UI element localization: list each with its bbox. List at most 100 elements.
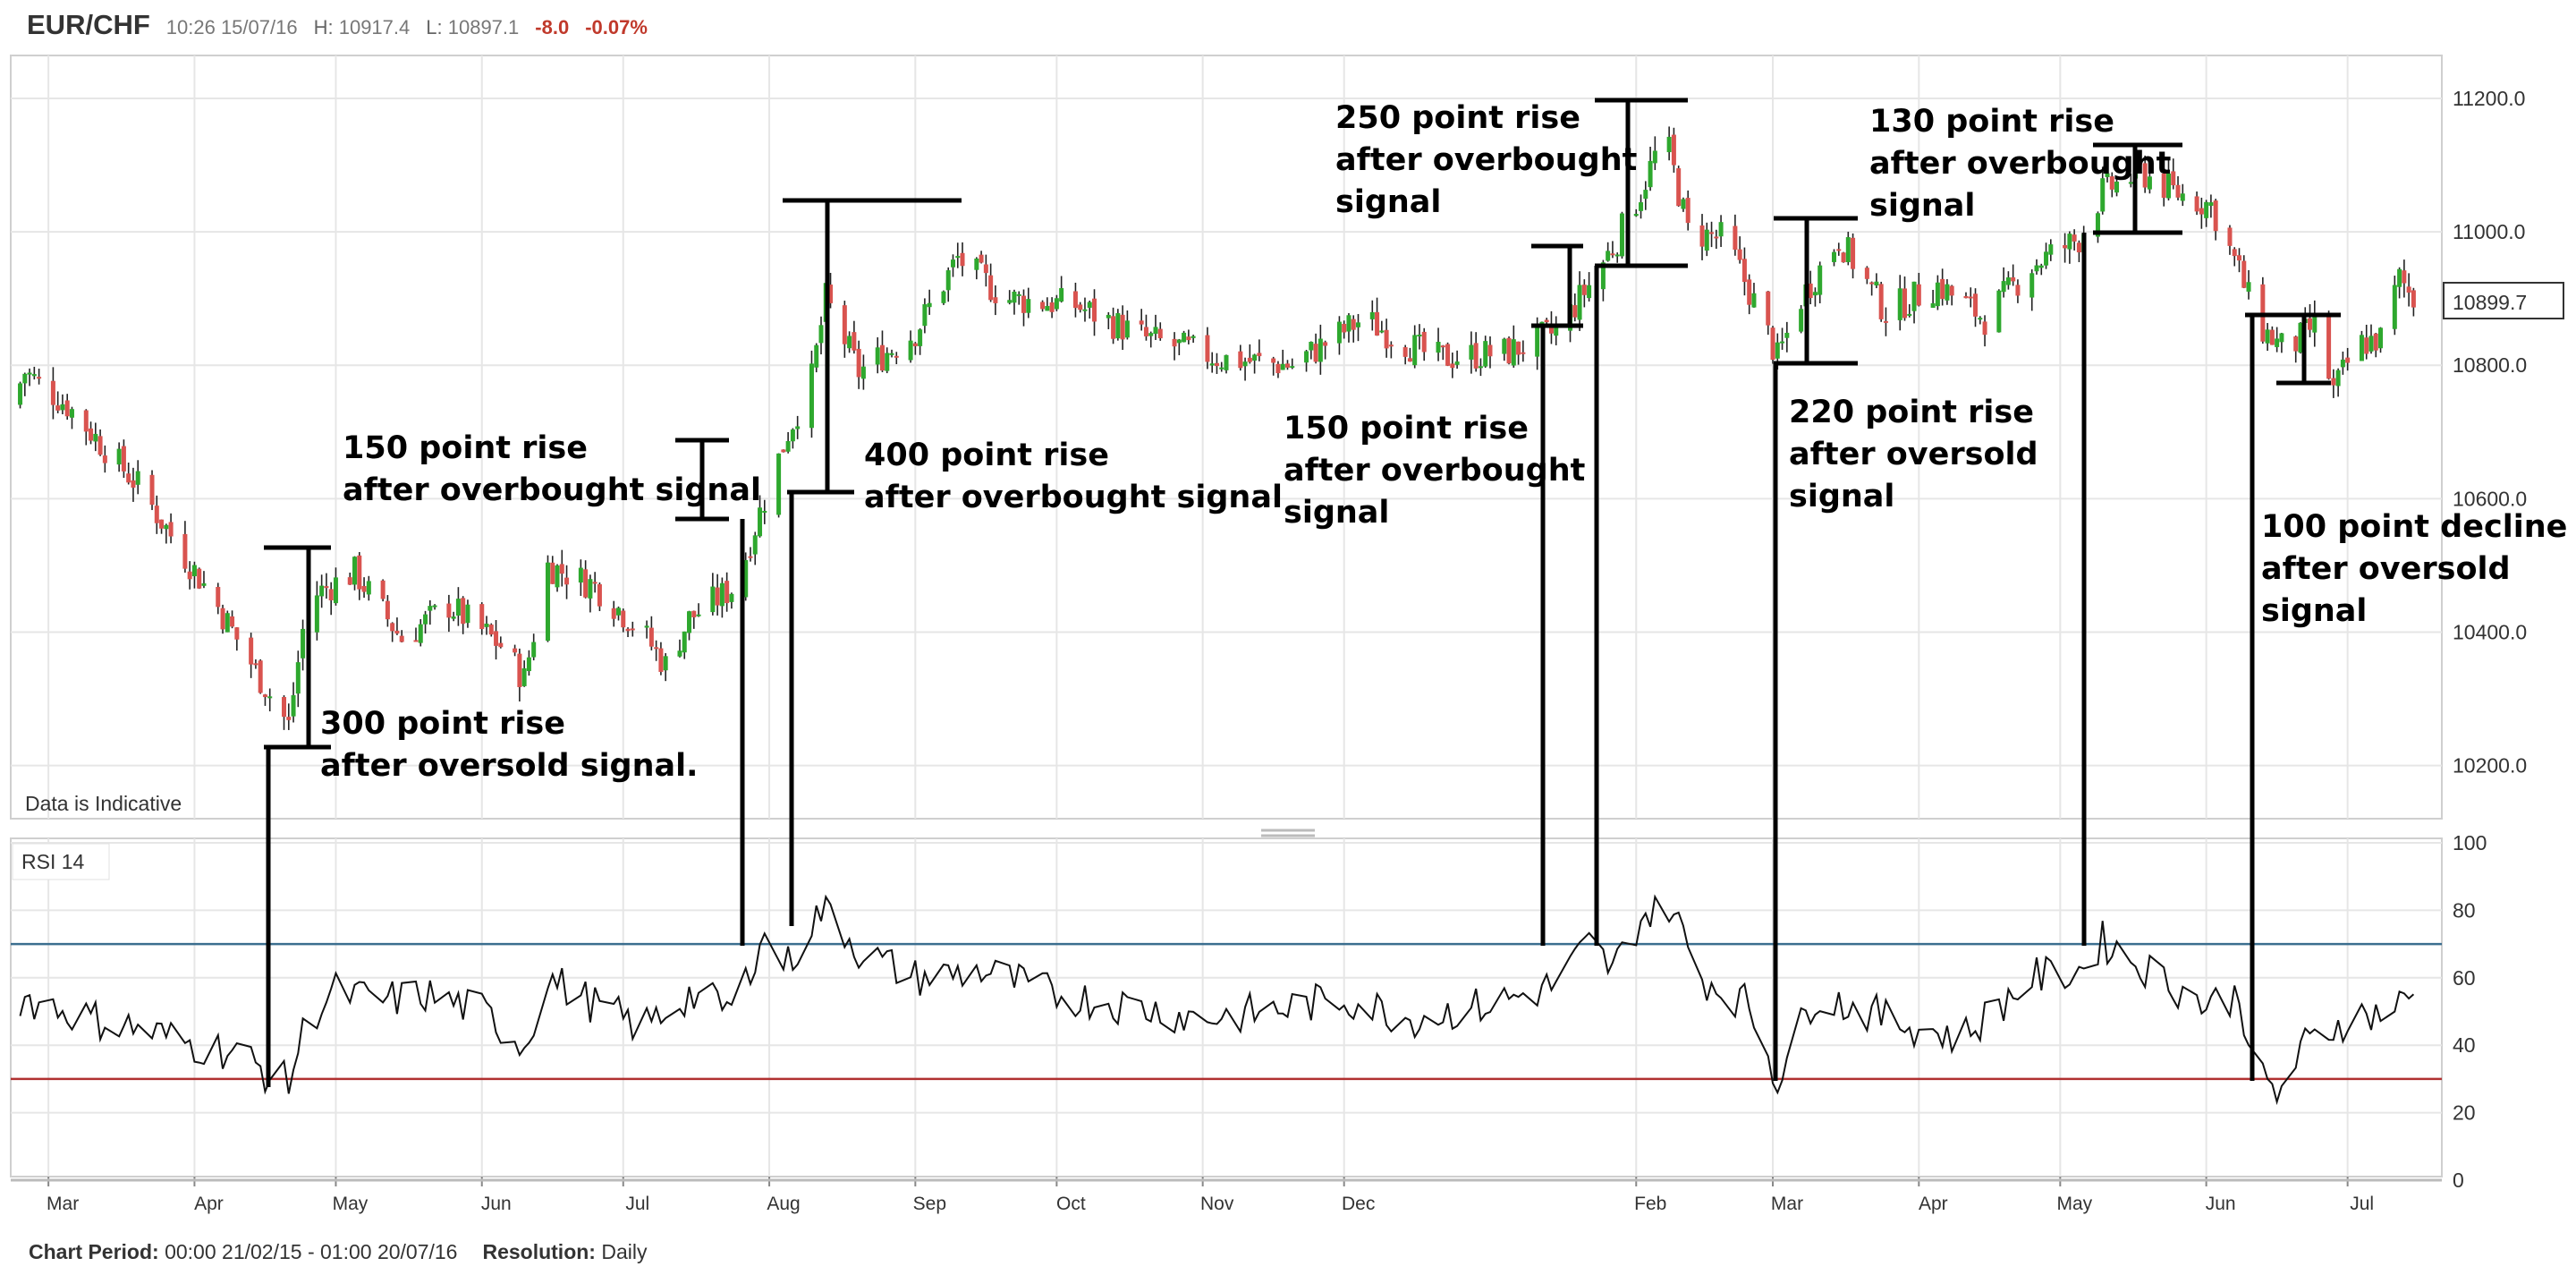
candle-body (2005, 277, 2011, 285)
candle-body (1082, 309, 1088, 311)
x-tick-label: Jul (625, 1194, 649, 1214)
candle-body (912, 343, 918, 346)
candle-body (1841, 252, 1846, 263)
candle-body (328, 589, 334, 600)
candle-body (2237, 255, 2241, 261)
candle-body (513, 648, 518, 653)
candle-body (2298, 322, 2303, 353)
rsi-panel-frame (10, 837, 2443, 1177)
candle-body (2100, 178, 2106, 212)
candle-body (696, 614, 701, 616)
candle-body (1572, 305, 1578, 318)
candle-body (1516, 341, 1521, 355)
candle-body (1115, 312, 1121, 339)
price-panel-frame (10, 55, 2443, 820)
candle-body (2308, 318, 2313, 330)
candle-body (776, 453, 782, 515)
candle-body (1007, 300, 1013, 303)
candle-body (121, 446, 126, 472)
x-tick-label: Nov (1200, 1194, 1234, 1214)
candle-body (856, 348, 861, 378)
candle-body (1454, 361, 1460, 365)
candle-body (875, 347, 880, 365)
candle-body (2368, 336, 2374, 352)
candle-body (1440, 345, 1445, 348)
candle-body (1963, 295, 1969, 299)
candle-body (1445, 344, 1451, 366)
candle-body (1897, 288, 1902, 320)
candle-body (677, 650, 682, 657)
candle-body (2034, 265, 2039, 272)
annotation-line: 300 point rise (320, 706, 565, 742)
candle-body (1699, 225, 1705, 247)
candle-body (691, 610, 697, 617)
candle-body (93, 433, 98, 442)
candle-body (1176, 339, 1182, 344)
candle-body (1407, 358, 1412, 362)
candle-body (37, 377, 42, 379)
candle-body (1709, 232, 1715, 234)
candle-body (1342, 323, 1347, 333)
candle-body (1851, 237, 1856, 269)
axes: 11200.0 11000.0 10800.0 10600.0 10400.0 10200… (11, 87, 2527, 1214)
candle-body (2109, 176, 2114, 190)
candle-body (1780, 341, 1785, 344)
candle-body (352, 557, 358, 585)
x-tick-label: May (2056, 1194, 2092, 1214)
candle-body (1143, 327, 1148, 336)
candle-body (860, 366, 866, 379)
candle-body (654, 647, 659, 650)
price-y-tick: 10800.0 (2453, 353, 2527, 377)
candle-body (927, 302, 932, 308)
chart-header: EUR/CHF 10:26 15/07/16 H: 10917.4 L: 108… (27, 9, 648, 45)
candle-body (1548, 324, 1554, 334)
candle-body (1219, 367, 1224, 370)
candle-body (1973, 293, 1979, 317)
candle-body (191, 565, 197, 577)
rsi-y-tick: 60 (2453, 966, 2476, 990)
candle-body (1775, 342, 1780, 359)
candle-body (658, 648, 664, 672)
candle-body (597, 584, 602, 607)
candle-body (1812, 292, 1818, 296)
candle-body (357, 555, 362, 590)
candle-body (380, 580, 386, 599)
candle-body (1242, 361, 1248, 367)
candle-body (2246, 282, 2251, 292)
candle-body (758, 507, 763, 537)
candle-body (131, 480, 136, 489)
candle-body (2402, 270, 2407, 284)
candle-body (488, 625, 494, 635)
candle-body (27, 372, 32, 375)
candle-body (2275, 338, 2280, 347)
candle-body (790, 429, 795, 442)
candle-body (1639, 202, 1644, 211)
candle-body (1172, 338, 1177, 347)
candle-body (1770, 327, 1775, 361)
annotation-4: 150 point rise after overbought signal (1284, 411, 1585, 531)
candle-body (2378, 327, 2384, 349)
candle-body (1784, 332, 1790, 338)
annotation-line: after oversold signal. (320, 748, 698, 784)
candle-body (687, 611, 692, 633)
candle-body (418, 624, 423, 643)
candle-body (1106, 314, 1111, 319)
candle-body (885, 353, 890, 371)
candle-body (1379, 330, 1385, 333)
candle-body (1323, 342, 1328, 346)
chart-footer: Chart Period: 00:00 21/02/15 - 01:00 20/… (29, 1240, 647, 1264)
candle-body (428, 606, 433, 611)
symbol-title: EUR/CHF (27, 9, 150, 40)
candle-body (1388, 344, 1394, 347)
candle-body (1648, 160, 1653, 188)
candle-body (828, 285, 834, 303)
candle-body (1577, 285, 1582, 320)
candle-body (1059, 288, 1064, 302)
candle-body (2359, 335, 2364, 361)
x-tick-label: Jul (2350, 1194, 2374, 1214)
annotation-3: 400 point rise after overbought signal (864, 438, 1283, 515)
x-tick-label: Feb (1634, 1194, 1666, 1214)
candle-body (1355, 322, 1360, 327)
annotation-line: after overbought signal (343, 472, 761, 508)
candle-body (2171, 171, 2176, 186)
